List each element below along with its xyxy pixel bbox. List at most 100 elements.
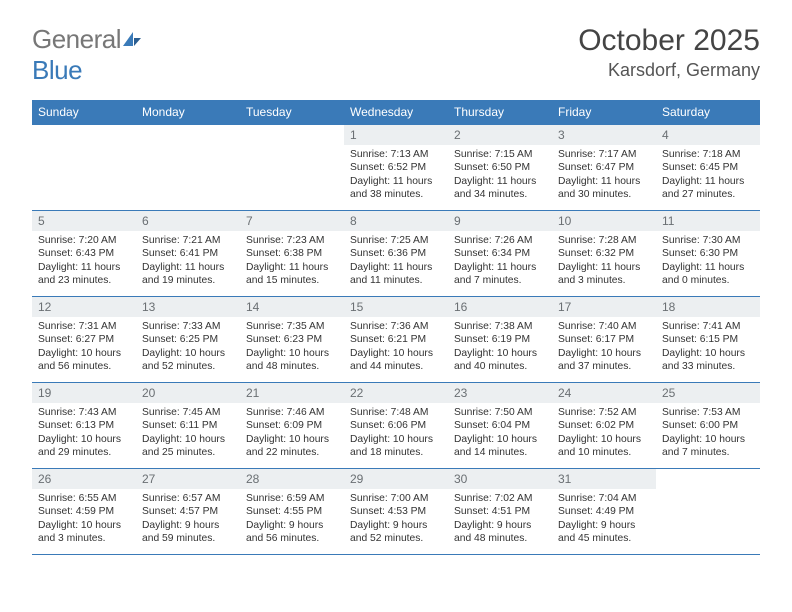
calendar-day: 11Sunrise: 7:30 AMSunset: 6:30 PMDayligh… (656, 211, 760, 297)
sunrise-line: Sunrise: 7:20 AM (38, 235, 116, 246)
day-details: Sunrise: 7:45 AMSunset: 6:11 PMDaylight:… (136, 403, 240, 464)
calendar-day: 14Sunrise: 7:35 AMSunset: 6:23 PMDayligh… (240, 297, 344, 383)
daylight-line: Daylight: 10 hours and 7 minutes. (662, 434, 745, 458)
sunrise-line: Sunrise: 7:36 AM (350, 321, 428, 332)
day-number: 2 (448, 125, 552, 145)
calendar-day: 28Sunrise: 6:59 AMSunset: 4:55 PMDayligh… (240, 469, 344, 555)
calendar-table: SundayMondayTuesdayWednesdayThursdayFrid… (32, 100, 760, 555)
header: GeneralBlue October 2025 Karsdorf, Germa… (32, 24, 760, 86)
sunset-line: Sunset: 6:00 PM (662, 420, 738, 431)
calendar-day: 8Sunrise: 7:25 AMSunset: 6:36 PMDaylight… (344, 211, 448, 297)
calendar-body: 1Sunrise: 7:13 AMSunset: 6:52 PMDaylight… (32, 125, 760, 555)
day-details: Sunrise: 7:50 AM Sunset: 6:04 PM Daylight:… (448, 403, 552, 464)
calendar-day: 21Sunrise: 7:46 AMSunset: 6:09 PMDayligh… (240, 383, 344, 469)
calendar-day: 26Sunrise: 6:55 AMSunset: 4:59 PMDayligh… (32, 469, 136, 555)
day-details: Sunrise: 7:43 AMSunset: 6:13 PMDaylight:… (32, 403, 136, 464)
daylight-line: Daylight: 9 hours and 56 minutes. (246, 520, 323, 544)
day-number: 16 (448, 297, 552, 317)
weekday-header: Sunday (32, 100, 136, 125)
daylight-line: Daylight: 10 hours and 29 minutes. (38, 434, 121, 458)
sunrise-line: Sunrise: 7:33 AM (142, 321, 220, 332)
day-details: Sunrise: 7:17 AMSunset: 6:47 PMDaylight:… (552, 145, 656, 206)
day-number: 5 (32, 211, 136, 231)
weekday-header: Friday (552, 100, 656, 125)
day-number: 29 (344, 469, 448, 489)
daylight-line: Daylight: 10 hours and 56 minutes. (38, 348, 121, 372)
sunrise-line: Sunrise: 7:48 AM (350, 407, 428, 418)
day-number: 26 (32, 469, 136, 489)
day-number: 14 (240, 297, 344, 317)
day-number: 10 (552, 211, 656, 231)
sunset-line: Sunset: 6:30 PM (662, 248, 738, 259)
day-number: 6 (136, 211, 240, 231)
daylight-line: Daylight: 11 hours and 11 minutes. (350, 262, 432, 286)
day-details: Sunrise: 7:13 AMSunset: 6:52 PMDaylight:… (344, 145, 448, 206)
day-details: Sunrise: 7:53 AMSunset: 6:00 PMDaylight:… (656, 403, 760, 464)
daylight-line: Daylight: 10 hours and 44 minutes. (350, 348, 433, 372)
calendar-head: SundayMondayTuesdayWednesdayThursdayFrid… (32, 100, 760, 125)
day-details: Sunrise: 7:36 AMSunset: 6:21 PMDaylight:… (344, 317, 448, 378)
calendar-day (32, 125, 136, 211)
sunrise-line: Sunrise: 7:17 AM (558, 149, 636, 160)
sunset-line: Sunset: 6:36 PM (350, 248, 426, 259)
day-details: Sunrise: 7:02 AMSunset: 4:51 PMDaylight:… (448, 489, 552, 550)
calendar-day: 1Sunrise: 7:13 AMSunset: 6:52 PMDaylight… (344, 125, 448, 211)
daylight-line: Daylight: 11 hours and 15 minutes. (246, 262, 328, 286)
calendar-week: 1Sunrise: 7:13 AMSunset: 6:52 PMDaylight… (32, 125, 760, 211)
calendar-day: 19Sunrise: 7:43 AMSunset: 6:13 PMDayligh… (32, 383, 136, 469)
sunset-line: Sunset: 6:15 PM (662, 334, 738, 345)
logo-part2: Blue (32, 55, 82, 85)
daylight-line: Daylight: 10 hours and 14 minutes. (454, 434, 537, 458)
day-number: 9 (448, 211, 552, 231)
daylight-line: Daylight: 9 hours and 59 minutes. (142, 520, 219, 544)
sunset-line: Sunset: 6:43 PM (38, 248, 114, 259)
calendar-day: 9Sunrise: 7:26 AMSunset: 6:34 PMDaylight… (448, 211, 552, 297)
calendar-day: 10Sunrise: 7:28 AMSunset: 6:32 PMDayligh… (552, 211, 656, 297)
sunset-line: Sunset: 6:17 PM (558, 334, 634, 345)
sunset-line: Sunset: 4:51 PM (454, 506, 530, 517)
calendar-day (656, 469, 760, 555)
day-details: Sunrise: 7:00 AMSunset: 4:53 PMDaylight:… (344, 489, 448, 550)
sunset-line: Sunset: 6:06 PM (350, 420, 426, 431)
day-number: 28 (240, 469, 344, 489)
daylight-line: Daylight: 9 hours and 48 minutes. (454, 520, 531, 544)
sunset-line: Sunset: 6:38 PM (246, 248, 322, 259)
daylight-line: Daylight: 9 hours and 52 minutes. (350, 520, 427, 544)
day-number: 1 (344, 125, 448, 145)
calendar-day: 5Sunrise: 7:20 AMSunset: 6:43 PMDaylight… (32, 211, 136, 297)
sunrise-line: Sunrise: 7:26 AM (454, 235, 532, 246)
sunset-line: Sunset: 6:52 PM (350, 162, 426, 173)
sunset-line: Sunset: 6:04 PM (454, 420, 530, 431)
sunset-line: Sunset: 6:41 PM (142, 248, 218, 259)
sunset-line: Sunset: 6:50 PM (454, 162, 530, 173)
sunrise-line: Sunrise: 6:55 AM (38, 493, 116, 504)
sunset-line: Sunset: 6:02 PM (558, 420, 634, 431)
calendar-day: 16Sunrise: 7:38 AMSunset: 6:19 PMDayligh… (448, 297, 552, 383)
sunrise-line: Sunrise: 7:45 AM (142, 407, 220, 418)
calendar-day: 30Sunrise: 7:02 AMSunset: 4:51 PMDayligh… (448, 469, 552, 555)
day-number: 8 (344, 211, 448, 231)
calendar-day: 6Sunrise: 7:21 AMSunset: 6:41 PMDaylight… (136, 211, 240, 297)
day-details: Sunrise: 7:52 AMSunset: 6:02 PMDaylight:… (552, 403, 656, 464)
calendar-day: 17Sunrise: 7:40 AMSunset: 6:17 PMDayligh… (552, 297, 656, 383)
sunrise-line: Sunrise: 7:50 AM (454, 407, 532, 418)
day-details: Sunrise: 7:41 AMSunset: 6:15 PMDaylight:… (656, 317, 760, 378)
day-number: 22 (344, 383, 448, 403)
sunset-line: Sunset: 6:19 PM (454, 334, 530, 345)
calendar-day: 15Sunrise: 7:36 AMSunset: 6:21 PMDayligh… (344, 297, 448, 383)
sunset-line: Sunset: 6:11 PM (142, 420, 217, 431)
day-number: 23 (448, 383, 552, 403)
calendar-day: 29Sunrise: 7:00 AMSunset: 4:53 PMDayligh… (344, 469, 448, 555)
logo-part1: General (32, 24, 121, 54)
day-number: 11 (656, 211, 760, 231)
day-number: 4 (656, 125, 760, 145)
day-number: 7 (240, 211, 344, 231)
calendar-day: 20Sunrise: 7:45 AMSunset: 6:11 PMDayligh… (136, 383, 240, 469)
sunrise-line: Sunrise: 7:52 AM (558, 407, 636, 418)
sunrise-line: Sunrise: 7:04 AM (558, 493, 636, 504)
daylight-line: Daylight: 10 hours and 40 minutes. (454, 348, 537, 372)
day-details: Sunrise: 7:28 AMSunset: 6:32 PMDaylight:… (552, 231, 656, 292)
sunrise-line: Sunrise: 7:46 AM (246, 407, 324, 418)
sunset-line: Sunset: 6:45 PM (662, 162, 738, 173)
sunrise-line: Sunrise: 7:23 AM (246, 235, 324, 246)
